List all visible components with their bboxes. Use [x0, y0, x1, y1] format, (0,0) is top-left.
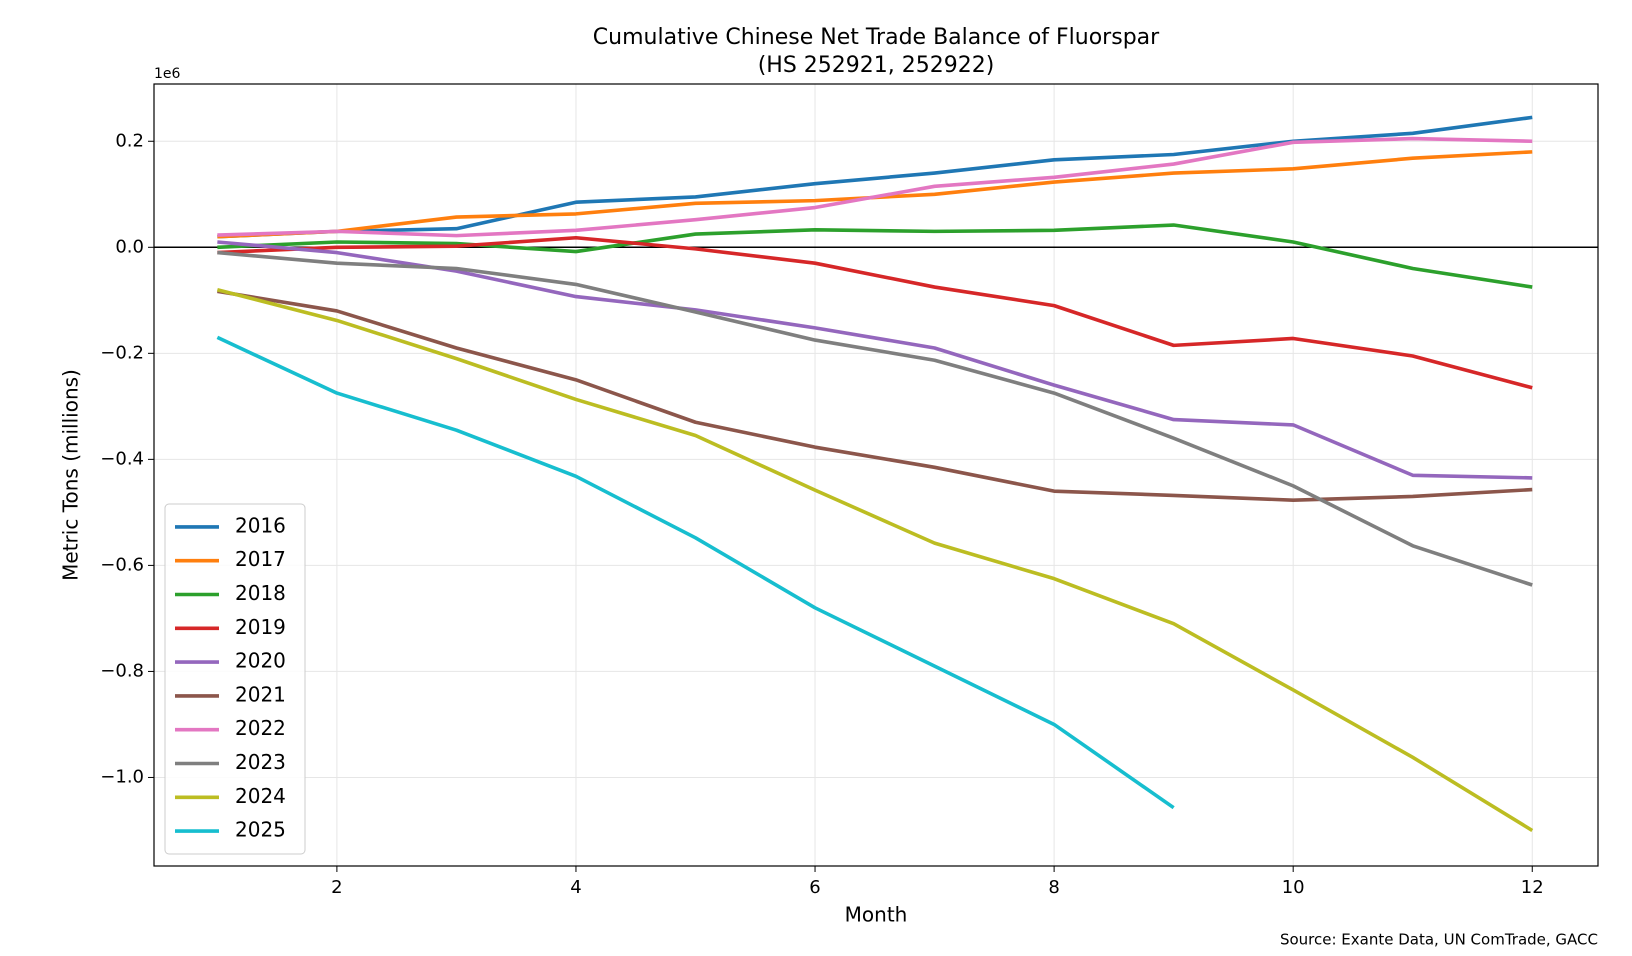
legend-label: 2020	[235, 649, 286, 673]
series-line	[217, 223, 1533, 289]
legend-label: 2021	[235, 682, 286, 706]
x-tick-label: 6	[809, 877, 820, 898]
x-tick-label: 12	[1521, 877, 1544, 898]
series-line	[217, 289, 1533, 502]
legend-label: 2023	[235, 750, 286, 774]
y-tick-label: −0.2	[100, 342, 144, 363]
legend-label: 2018	[235, 581, 286, 605]
legend-label: 2022	[235, 716, 286, 740]
series-line	[217, 150, 1533, 239]
series-line	[216, 335, 1175, 810]
plot-frame	[153, 83, 1599, 867]
legend-label: 2016	[235, 513, 286, 537]
y-tick-label: −0.4	[100, 448, 144, 469]
series-line	[217, 235, 1533, 390]
x-tick-label: 4	[570, 877, 581, 898]
legend-label: 2025	[235, 818, 286, 842]
legend: 2016 2017 2018 2019 2020 2021 2022 2023 2024 2025	[164, 503, 306, 855]
legend-label: 2019	[235, 615, 286, 639]
series-line	[217, 136, 1533, 238]
y-tick-label: 0.2	[115, 130, 144, 151]
y-tick-label: −0.8	[100, 660, 144, 681]
y-axis-label: Metric Tons (millions)	[59, 369, 83, 581]
legend-label: 2024	[235, 784, 286, 808]
x-tick-label: 8	[1048, 877, 1059, 898]
y-tick-label: −0.6	[100, 554, 144, 575]
x-axis-label: Month	[845, 903, 908, 927]
series-line	[217, 115, 1533, 239]
series-line	[216, 287, 1534, 833]
x-tick-label: 2	[331, 877, 342, 898]
y-tick-label: −1.0	[100, 766, 144, 787]
x-tick-label: 10	[1282, 877, 1305, 898]
source-note: Source: Exante Data, UN ComTrade, GACC	[1280, 931, 1598, 949]
y-tick-label: 0.0	[115, 236, 144, 257]
chart-subtitle: (HS 252921, 252922)	[758, 53, 995, 78]
series-line	[217, 240, 1533, 480]
series-line	[217, 250, 1533, 587]
legend-label: 2017	[235, 547, 286, 571]
y-offset-label: 1e6	[154, 66, 181, 82]
chart-title: Cumulative Chinese Net Trade Balance of …	[593, 25, 1160, 50]
legend-box	[164, 503, 306, 855]
